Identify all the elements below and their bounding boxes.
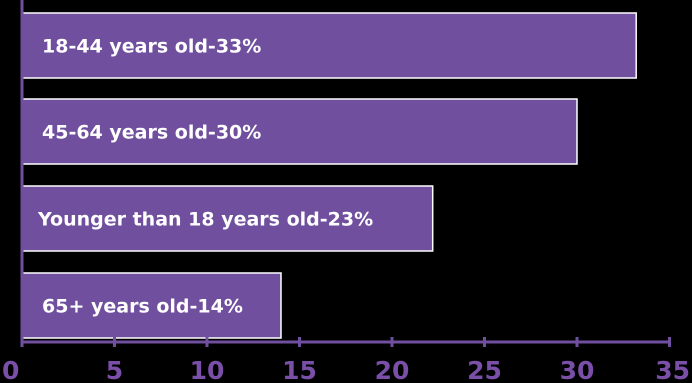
x-tick-label-1: 5 — [106, 356, 123, 383]
x-tick-label-6: 30 — [560, 356, 595, 383]
bar-1 — [21, 98, 578, 165]
bar-label-2: Younger than 18 years old-23% — [37, 209, 373, 231]
x-tick-labels-group: 0 5 10 15 20 25 30 35 — [2, 356, 690, 383]
x-tick-label-5: 25 — [467, 356, 502, 383]
bar-label-1: 45-64 years old-30% — [42, 122, 261, 144]
x-tick-label-2: 10 — [190, 356, 225, 383]
bar-label-0: 18-44 years old-33% — [42, 36, 261, 58]
bar-label-3: 65+ years old-14% — [42, 296, 243, 318]
x-tick-label-3: 15 — [282, 356, 317, 383]
bar-3 — [21, 272, 282, 339]
x-axis — [20, 0, 671, 347]
x-tick-label-4: 20 — [375, 356, 410, 383]
bar-2 — [21, 185, 434, 252]
x-tick-label-7: 35 — [655, 356, 690, 383]
bar-0 — [21, 12, 637, 79]
bar-labels-group: 18-44 years old-33% 45-64 years old-30% Yo… — [37, 36, 373, 318]
x-tick-label-0: 0 — [2, 356, 19, 383]
bars-group — [21, 12, 637, 339]
